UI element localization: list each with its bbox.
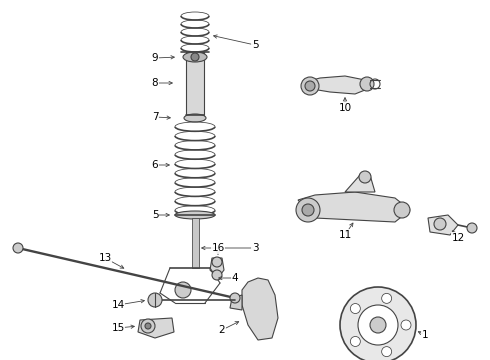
Ellipse shape [183,52,207,62]
Text: 4: 4 [232,273,238,283]
Circle shape [212,257,222,267]
Circle shape [212,270,222,280]
Circle shape [350,303,360,314]
Text: 1: 1 [422,330,428,340]
Text: 16: 16 [211,243,224,253]
Text: 6: 6 [152,160,158,170]
Circle shape [175,282,191,298]
Circle shape [13,243,23,253]
Ellipse shape [175,211,215,219]
Polygon shape [428,215,458,235]
Text: 8: 8 [152,78,158,88]
Circle shape [401,320,411,330]
Polygon shape [138,318,174,338]
Circle shape [382,293,392,303]
Circle shape [358,305,398,345]
Text: 12: 12 [451,233,465,243]
Text: 3: 3 [252,243,258,253]
Circle shape [296,198,320,222]
Text: 14: 14 [111,300,124,310]
Circle shape [394,202,410,218]
Circle shape [467,223,477,233]
Text: 11: 11 [339,230,352,240]
Bar [192,218,198,268]
Circle shape [350,337,360,346]
Text: 7: 7 [152,112,158,122]
Polygon shape [230,295,242,310]
Circle shape [230,293,240,303]
Circle shape [305,81,315,91]
Circle shape [340,287,416,360]
Text: 13: 13 [98,253,112,263]
Polygon shape [210,258,224,278]
Circle shape [302,204,314,216]
Text: 9: 9 [152,53,158,63]
Circle shape [370,317,386,333]
Text: 5: 5 [152,210,158,220]
Circle shape [141,319,155,333]
Circle shape [301,77,319,95]
Polygon shape [305,76,370,94]
Circle shape [360,77,374,91]
Circle shape [191,53,199,61]
Polygon shape [298,192,410,222]
Circle shape [434,218,446,230]
Circle shape [145,323,151,329]
Bar [186,52,204,115]
Polygon shape [242,278,278,340]
Circle shape [148,293,162,307]
Polygon shape [345,175,375,192]
Text: 15: 15 [111,323,124,333]
Text: 2: 2 [219,325,225,335]
Circle shape [382,347,392,357]
Text: 5: 5 [252,40,258,50]
Circle shape [359,171,371,183]
Text: 10: 10 [339,103,351,113]
Ellipse shape [184,114,206,122]
